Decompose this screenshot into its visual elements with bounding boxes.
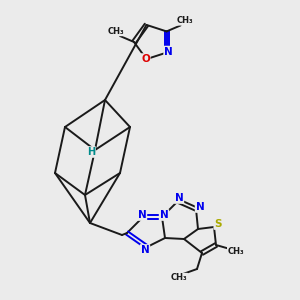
Text: N: N <box>138 210 146 220</box>
Text: CH₃: CH₃ <box>176 16 193 25</box>
Text: N: N <box>164 46 173 57</box>
Text: H: H <box>87 147 95 157</box>
Text: CH₃: CH₃ <box>108 26 124 35</box>
Text: N: N <box>141 245 149 255</box>
Text: N: N <box>196 202 204 212</box>
Text: N: N <box>160 210 168 220</box>
Text: CH₃: CH₃ <box>228 247 244 256</box>
Text: O: O <box>141 54 150 64</box>
Text: CH₃: CH₃ <box>171 274 187 283</box>
Text: S: S <box>214 219 222 229</box>
Text: N: N <box>175 193 183 203</box>
